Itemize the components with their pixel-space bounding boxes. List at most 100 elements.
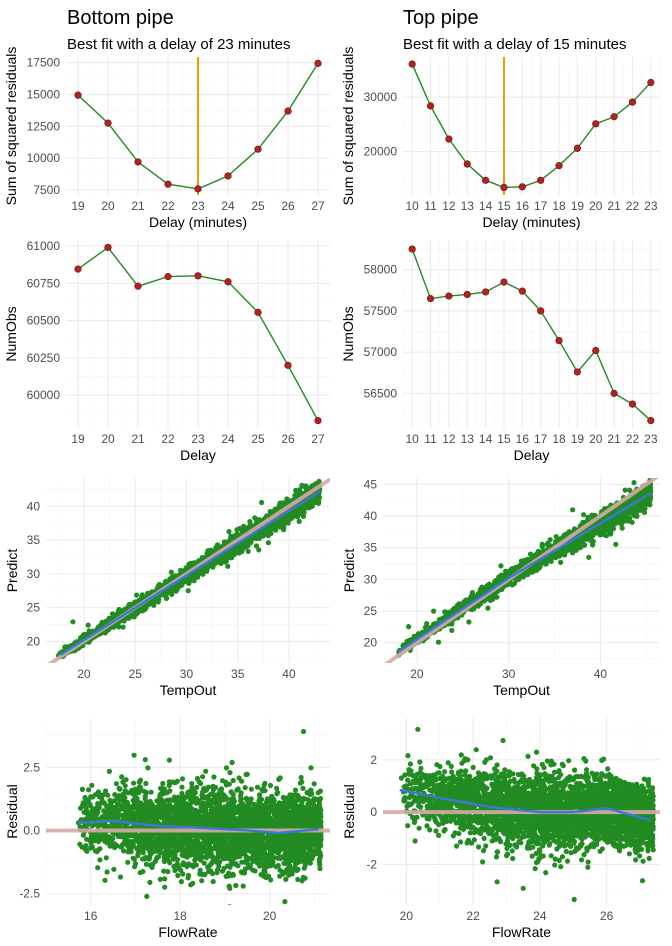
y-tick-label: 10000: [27, 151, 61, 165]
scatter-point: [285, 499, 291, 505]
x-tick-label: 10: [405, 432, 419, 446]
x-tick-label: 21: [607, 432, 621, 446]
data-point: [134, 158, 142, 166]
identity-line: [47, 478, 330, 663]
scatter-point: [299, 482, 305, 488]
data-point: [314, 59, 322, 67]
x-tick-label: 23: [644, 432, 658, 446]
x-tick-label: 12: [442, 199, 456, 213]
y-tick-label: 35: [27, 533, 41, 547]
scatter-point: [145, 601, 151, 607]
y-tick-label: 40: [364, 509, 378, 523]
scatter-point: [253, 543, 260, 549]
panel-title: Top pipe: [403, 7, 479, 29]
scatter-point: [151, 602, 157, 608]
x-tick-label: 21: [131, 432, 145, 446]
x-tick-label: 16: [516, 199, 530, 213]
scatter-point: [558, 559, 564, 566]
y-tick-label: 60250: [27, 351, 61, 365]
data-point: [647, 416, 655, 425]
x-tick-label: 26: [281, 199, 295, 213]
y-axis-label: Predict: [4, 549, 20, 593]
x-tick-label: 14: [479, 432, 493, 446]
grid: [66, 240, 330, 428]
y-tick-label: 25: [364, 604, 378, 618]
panel-subtitle: Best fit with a delay of 15 minutes: [403, 36, 626, 53]
data-point: [104, 119, 112, 127]
panel-bottom-ssr: 19 20 21 22 23 24 25 26 277500100001250015000175…: [3, 7, 330, 230]
scatter-point: [85, 622, 91, 628]
scatter-point: [256, 547, 262, 553]
data-point: [555, 336, 563, 345]
data-point: [445, 135, 453, 143]
scatter-point: [164, 595, 170, 601]
x-axis-label: TempOut: [493, 682, 550, 698]
x-tick-label: 17: [534, 432, 548, 446]
scatter-point: [634, 513, 640, 520]
y-tick-label: 35: [364, 541, 378, 555]
data-point: [254, 308, 262, 316]
y-tick-label: 17500: [27, 56, 61, 70]
x-tick-label: 14: [479, 199, 493, 213]
x-tick-label: 20: [101, 432, 115, 446]
data-point: [164, 180, 172, 188]
data-point: [284, 361, 292, 369]
x-tick-label: 24: [221, 432, 235, 446]
y-tick-label: 30: [364, 572, 378, 586]
y-tick-label: 60500: [27, 314, 61, 328]
scatter-point: [603, 533, 610, 539]
scatter-point: [292, 492, 298, 498]
x-tick-label: 27: [311, 199, 325, 213]
data-point: [408, 60, 416, 68]
x-tick-label: 30: [502, 667, 516, 681]
x-tick-label: 20: [589, 432, 603, 446]
scatter-point: [178, 567, 184, 573]
x-axis-label: Delay (minutes): [149, 214, 247, 230]
scatter-point: [310, 496, 316, 502]
y-axis-label: NumObs: [3, 306, 19, 361]
scatter-point: [585, 514, 591, 520]
data-point: [74, 91, 82, 99]
data-point: [194, 272, 202, 280]
y-axis-label: NumObs: [340, 306, 356, 361]
y-tick-label: 60000: [27, 388, 61, 402]
scatter-point: [120, 624, 126, 630]
y-tick-label: 56500: [364, 386, 398, 400]
data-point: [573, 368, 581, 376]
data-point: [314, 416, 322, 425]
x-tick-label: 22: [161, 432, 175, 446]
x-tick-label: 22: [626, 432, 640, 446]
scatter-point: [248, 539, 254, 546]
scatter-point: [70, 619, 76, 625]
x-tick-label: 15: [497, 199, 511, 213]
scatter-point: [281, 527, 287, 533]
scatter-point: [185, 588, 191, 594]
data-point: [537, 176, 545, 184]
plot-area: [384, 478, 659, 663]
x-tick-label: 20: [410, 667, 424, 681]
plot-area: [74, 57, 322, 195]
scatter-point: [262, 528, 268, 534]
y-tick-label: 60750: [27, 276, 61, 290]
y-tick-label: 12500: [27, 119, 61, 133]
data-point: [518, 183, 526, 191]
scatter-point: [153, 598, 159, 604]
scatter-point: [170, 585, 176, 591]
scatter-point: [548, 558, 554, 565]
scatter-point: [247, 519, 253, 525]
x-tick-label: 13: [461, 199, 475, 213]
data-point: [164, 272, 172, 281]
scatter-point: [134, 592, 140, 598]
panel-top-numobs: 10 11 12 13 14 15 16 17 18 19 20 21 22 23565005700057…: [340, 240, 661, 463]
grid: [402, 240, 661, 428]
x-tick-label: 26: [281, 432, 295, 446]
x-tick-label: 23: [191, 432, 205, 446]
scatter-point: [202, 566, 208, 572]
panel-top-ssr: 10 11 12 13 14 15 16 17 18 19 20 21 22 232000030000De…: [340, 7, 661, 230]
data-point: [74, 265, 82, 273]
y-axis-label: Sum of squared residuals: [340, 47, 356, 206]
scatter-point: [296, 488, 302, 494]
panel-bottom-numobs: 19 20 21 22 23 24 25 26 276000060250605006075061…: [3, 239, 330, 463]
scatter-point: [190, 576, 197, 583]
